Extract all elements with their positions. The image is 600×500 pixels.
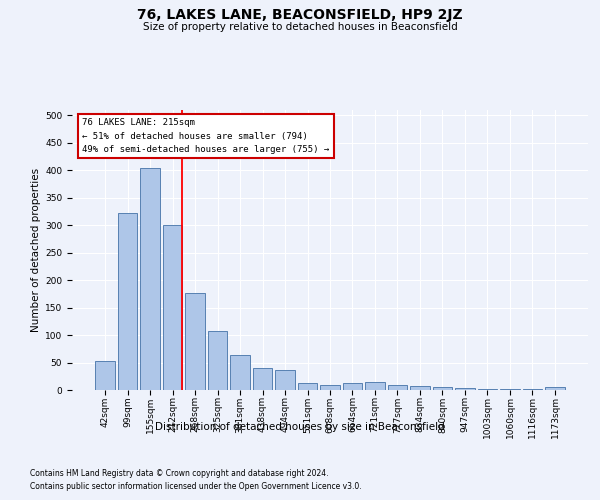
- Bar: [298, 384, 317, 390]
- Text: Contains HM Land Registry data © Crown copyright and database right 2024.: Contains HM Land Registry data © Crown c…: [30, 468, 329, 477]
- Bar: [275, 370, 295, 390]
- Bar: [230, 356, 250, 390]
- Bar: [455, 388, 475, 390]
- Y-axis label: Number of detached properties: Number of detached properties: [31, 168, 41, 332]
- Text: 76 LAKES LANE: 215sqm
← 51% of detached houses are smaller (794)
49% of semi-det: 76 LAKES LANE: 215sqm ← 51% of detached …: [82, 118, 329, 154]
- Bar: [163, 226, 182, 390]
- Bar: [95, 361, 115, 390]
- Bar: [320, 384, 340, 390]
- Text: Distribution of detached houses by size in Beaconsfield: Distribution of detached houses by size …: [155, 422, 445, 432]
- Text: Size of property relative to detached houses in Beaconsfield: Size of property relative to detached ho…: [143, 22, 457, 32]
- Bar: [343, 384, 362, 390]
- Bar: [208, 330, 227, 390]
- Bar: [545, 386, 565, 390]
- Bar: [478, 389, 497, 390]
- Bar: [388, 384, 407, 390]
- Bar: [140, 168, 160, 390]
- Bar: [118, 213, 137, 390]
- Text: 76, LAKES LANE, BEACONSFIELD, HP9 2JZ: 76, LAKES LANE, BEACONSFIELD, HP9 2JZ: [137, 8, 463, 22]
- Bar: [253, 368, 272, 390]
- Bar: [185, 294, 205, 390]
- Bar: [365, 382, 385, 390]
- Bar: [433, 388, 452, 390]
- Text: Contains public sector information licensed under the Open Government Licence v3: Contains public sector information licen…: [30, 482, 362, 491]
- Bar: [410, 386, 430, 390]
